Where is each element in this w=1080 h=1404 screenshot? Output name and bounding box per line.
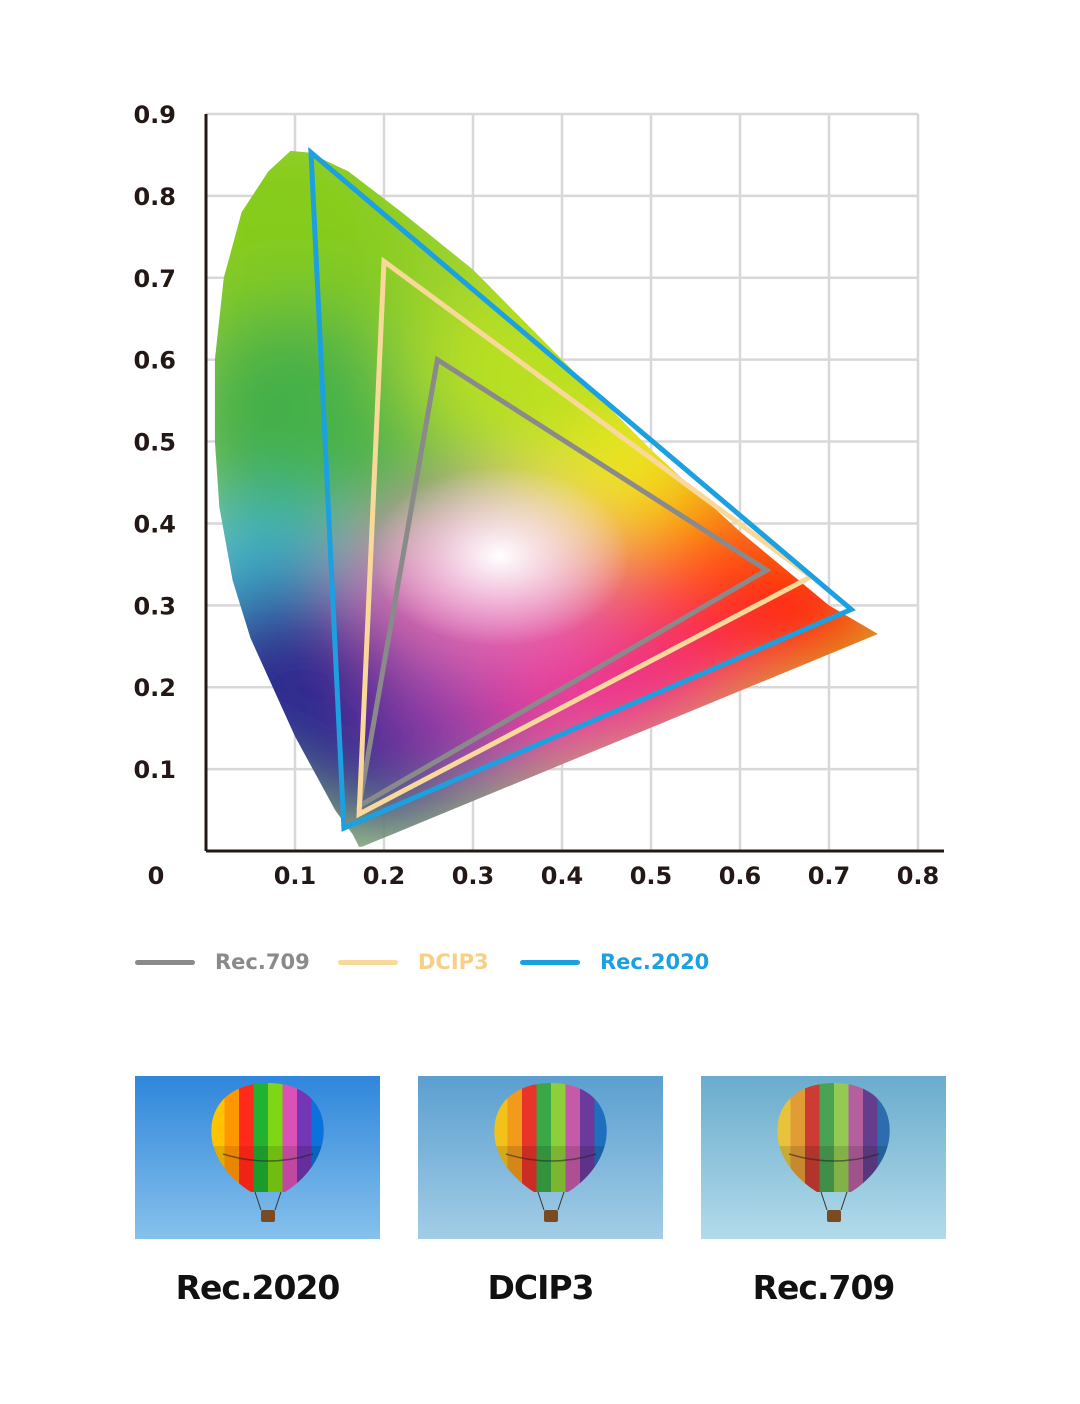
caption-rec2020: Rec.2020 <box>175 1268 341 1307</box>
caption-dcip3: DCIP3 <box>487 1268 594 1307</box>
y-tick-label: 0.6 <box>133 347 176 375</box>
legend-label-rec709: Rec.709 <box>215 950 310 974</box>
legend-item-dcip3: DCIP3 <box>338 945 489 979</box>
tick-labels: 0.1 0.2 0.3 0.4 0.5 0.6 0.7 0.8 0.1 0.2 0.3 0.4 0.5 0… <box>133 101 939 890</box>
legend-label-rec2020: Rec.2020 <box>600 950 710 974</box>
caption-rec709: Rec.709 <box>752 1268 896 1307</box>
balloon-image-rec2020 <box>135 1076 380 1239</box>
y-tick-label: 0.2 <box>133 674 176 702</box>
y-tick-label: 0.1 <box>133 756 176 784</box>
y-tick-label: 0.9 <box>133 101 176 129</box>
series-rec709-triangle <box>355 355 772 811</box>
balloon-picture <box>135 1076 380 1239</box>
x-tick-label: 0.4 <box>541 862 584 890</box>
x-tick-label: 0.6 <box>719 862 762 890</box>
legend: Rec.709 DCIP3 Rec.2020 <box>0 945 1080 979</box>
legend-label-dcip3: DCIP3 <box>418 950 489 974</box>
balloon-image-dcip3 <box>418 1076 663 1239</box>
x-tick-label: 0.3 <box>452 862 495 890</box>
legend-swatch-rec709 <box>135 959 195 965</box>
axes <box>204 114 944 853</box>
x-tick-label: 0.7 <box>808 862 851 890</box>
series-dcip3-triangle <box>356 256 816 819</box>
balloon-picture <box>418 1076 663 1239</box>
x-tick-label: 0.2 <box>363 862 406 890</box>
gamut-triangles <box>308 146 856 832</box>
origin-label: 0 <box>148 862 165 890</box>
balloon-picture <box>701 1076 946 1239</box>
series-rec2020-triangle <box>308 146 856 832</box>
cie-chromaticity-chart: 0.1 0.2 0.3 0.4 0.5 0.6 0.7 0.8 0.1 0.2 0.3 0.4 0.5 0… <box>133 101 944 890</box>
x-tick-label: 0.5 <box>630 862 673 890</box>
y-tick-label: 0.4 <box>133 510 176 538</box>
x-tick-label: 0.1 <box>274 862 317 890</box>
legend-item-rec709: Rec.709 <box>135 945 310 979</box>
legend-swatch-dcip3 <box>338 959 398 965</box>
y-tick-label: 0.8 <box>133 183 176 211</box>
balloon-image-rec709 <box>701 1076 946 1239</box>
y-tick-label: 0.3 <box>133 592 176 620</box>
x-tick-label: 0.8 <box>897 862 940 890</box>
y-tick-label: 0.5 <box>133 429 176 457</box>
legend-swatch-rec2020 <box>520 959 580 965</box>
legend-item-rec2020: Rec.2020 <box>520 945 709 979</box>
y-tick-label: 0.7 <box>133 265 176 293</box>
